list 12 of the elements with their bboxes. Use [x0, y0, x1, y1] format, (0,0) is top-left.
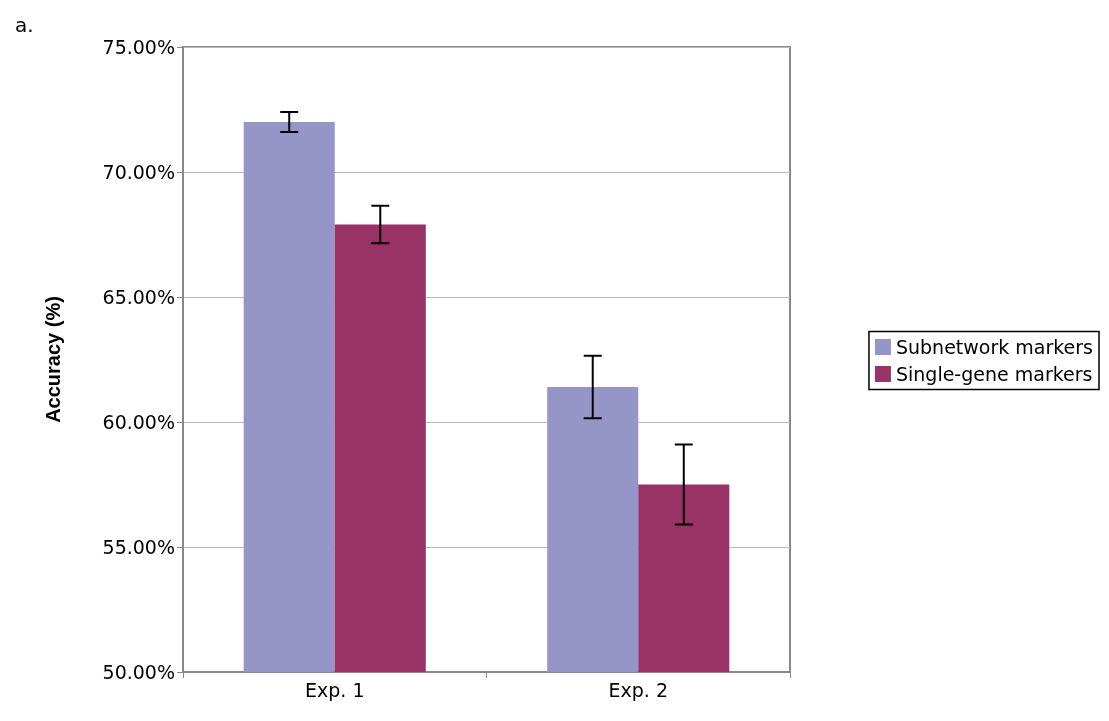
- y-tick-label: 70.00%: [102, 161, 175, 183]
- y-axis-title: Accuracy (%): [42, 296, 64, 423]
- chart-title: a.: [15, 13, 34, 37]
- legend-label: Subnetwork markers: [895, 336, 1094, 358]
- y-tick-label: 55.00%: [102, 536, 175, 558]
- x-tick-label: Exp. 2: [608, 678, 668, 701]
- x-tick-label: Exp. 1: [305, 678, 365, 701]
- legend-label: Single-gene markers: [895, 363, 1093, 385]
- y-tick-label: 75.00%: [102, 36, 175, 58]
- y-tick-label: 50.00%: [102, 661, 175, 683]
- y-tick-label: 65.00%: [102, 286, 175, 308]
- y-tick-label: 60.00%: [102, 411, 175, 433]
